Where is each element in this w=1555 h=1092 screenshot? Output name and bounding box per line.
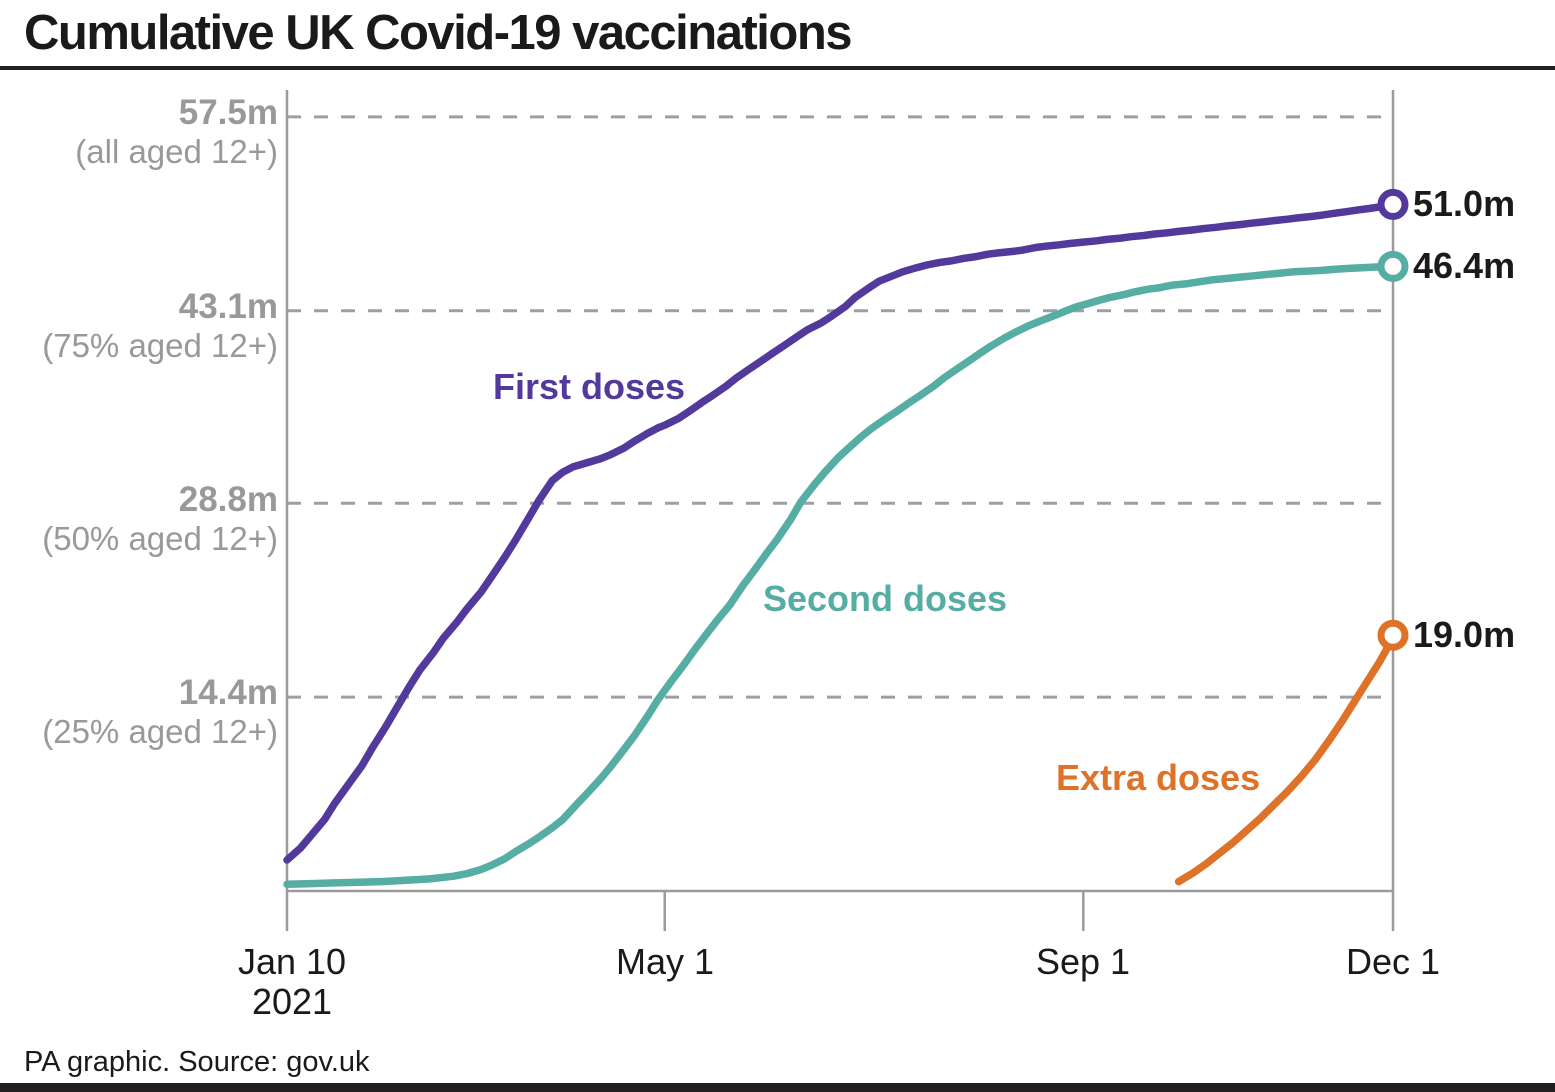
end-value-second-doses: 46.4m (1413, 245, 1516, 286)
source-credit: PA graphic. Source: gov.uk (24, 1046, 370, 1078)
title-divider (0, 66, 1555, 70)
y-axis-note: (50% aged 12+) (42, 520, 278, 557)
line-extra-doses (1174, 631, 1397, 886)
end-value-extra-doses: 19.0m (1413, 614, 1516, 655)
y-axis-label-57-5m: 57.5m (all aged 12+) (0, 93, 278, 171)
x-axis-label-dec1: Dec 1 (1345, 941, 1441, 982)
series-label-extra-doses: Extra doses (1056, 757, 1261, 798)
x-axis-label-may1: May 1 (615, 941, 715, 982)
y-axis-note: (all aged 12+) (75, 133, 278, 170)
x-axis-label-jan10: Jan 10 2021 (182, 942, 402, 1022)
end-marker-first-doses (1377, 188, 1409, 220)
y-axis-label-43-1m: 43.1m (75% aged 12+) (0, 287, 278, 365)
y-axis-value: 43.1m (178, 287, 278, 326)
y-axis-value: 14.4m (178, 673, 278, 712)
y-axis-label-14-4m: 14.4m (25% aged 12+) (0, 673, 278, 751)
y-axis-label-28-8m: 28.8m (50% aged 12+) (0, 480, 278, 558)
line-second-doses (283, 262, 1397, 889)
x-axis-label-sep1: Sep 1 (1035, 941, 1131, 982)
bottom-bar (0, 1083, 1555, 1092)
end-value-first-doses: 51.0m (1413, 183, 1516, 224)
y-axis-note: (25% aged 12+) (42, 713, 278, 750)
end-marker-extra-doses (1377, 619, 1409, 651)
x-tick-sublabel: 2021 (251, 981, 333, 1022)
end-marker-second-doses (1377, 250, 1409, 282)
x-tick-label: Jan 10 (237, 941, 347, 982)
page-title: Cumulative UK Covid-19 vaccinations (24, 6, 853, 60)
y-axis-note: (75% aged 12+) (42, 327, 278, 364)
y-axis-value: 57.5m (178, 93, 278, 132)
y-axis-value: 28.8m (178, 480, 278, 519)
series-label-second-doses: Second doses (763, 578, 1008, 619)
series-label-first-doses: First doses (493, 366, 686, 407)
line-first-doses (283, 200, 1397, 864)
